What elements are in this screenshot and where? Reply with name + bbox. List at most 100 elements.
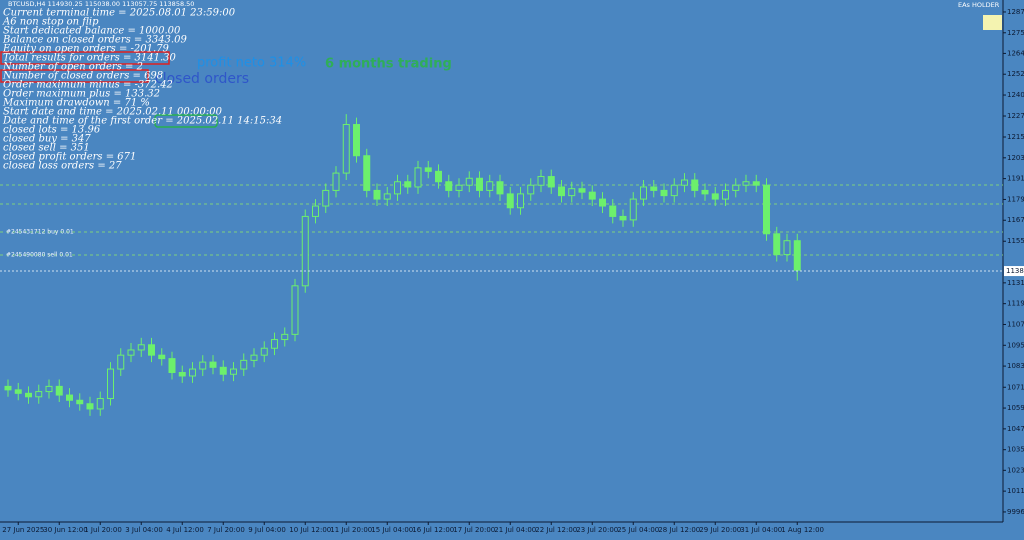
candle-body	[373, 189, 381, 200]
x-tick-label: 23 Jul 20:00	[576, 526, 618, 534]
ea-name: EAs HOLDER	[958, 1, 1000, 9]
candle-body	[435, 170, 442, 183]
candle-body	[291, 285, 299, 335]
candle-body	[322, 189, 330, 207]
candle-body	[681, 179, 688, 186]
candle-body	[455, 184, 463, 191]
candle-body	[230, 368, 237, 375]
candle-body	[517, 193, 524, 209]
candle-body	[281, 333, 289, 341]
candle-body	[763, 184, 770, 235]
candle-body	[35, 391, 43, 398]
candle-body	[199, 361, 207, 370]
y-tick-label: 10595	[1007, 404, 1024, 412]
x-tick-label: 27 Jun 2025	[2, 526, 44, 534]
y-tick-label: 12279	[1007, 112, 1024, 120]
candle-body	[722, 189, 729, 200]
candle-body	[25, 392, 32, 398]
candle-body	[363, 155, 371, 191]
highlight-box	[0, 51, 170, 65]
candle-body	[578, 188, 586, 193]
y-tick-label: 12158	[1007, 133, 1024, 141]
ea-icon	[983, 15, 1002, 30]
candle-body	[609, 205, 617, 217]
candle-body	[353, 124, 360, 157]
overlay: BTCUSD,H4 114930.25 115038.00 113057.75 …	[0, 0, 1002, 259]
candle-body	[537, 176, 545, 186]
info-line: Maximum drawdown = 71 %	[2, 98, 150, 109]
info-line: Number of open orders = 2	[2, 62, 143, 73]
candle-body	[96, 398, 104, 410]
info-line: A6 non stop on flip	[2, 17, 99, 28]
candle-body	[383, 193, 391, 200]
candle-body	[558, 186, 565, 197]
candle-body	[342, 124, 350, 174]
x-tick-label: 22 Jul 12:00	[535, 526, 577, 534]
order-label: #245490080 sell 0.01	[6, 252, 73, 259]
x-tick-label: 17 Jul 20:00	[453, 526, 495, 534]
current-price-label: 11385	[1006, 267, 1024, 275]
x-tick-label: 9 Jul 04:00	[248, 526, 286, 534]
candle-body	[148, 344, 155, 356]
candle-body	[496, 181, 504, 195]
info-line: closed buy = 347	[3, 134, 91, 145]
candle-body	[250, 354, 258, 361]
candle-body	[752, 181, 760, 186]
candle-body	[783, 240, 791, 256]
candle-body	[588, 191, 596, 200]
y-tick-label: 11918	[1007, 175, 1024, 183]
candle-body	[158, 354, 166, 360]
candle-body	[127, 349, 135, 356]
y-tick-label: 10355	[1007, 446, 1024, 454]
candle-body	[711, 193, 719, 200]
candle-body	[271, 339, 278, 349]
candle-body	[45, 385, 53, 393]
x-tick-label: 16 Jul 12:00	[412, 526, 454, 534]
info-line: Start date and time = 2025.02.11 00:00:0…	[3, 107, 223, 118]
info-line: Order maximum plus = 133.32	[3, 89, 160, 100]
x-tick-label: 21 Jul 04:00	[494, 526, 536, 534]
info-line: Order maximum minus = -372.42	[3, 80, 173, 91]
candle-body	[476, 177, 483, 191]
candle-body	[742, 181, 750, 186]
info-line: Balance on closed orders = 3343.09	[2, 35, 187, 46]
candle-body	[660, 189, 668, 197]
candle-body	[527, 184, 535, 195]
info-line: closed profit orders = 671	[3, 152, 136, 163]
y-tick-label: 12879	[1007, 8, 1024, 16]
candle-body	[424, 167, 432, 172]
candle-body	[301, 215, 309, 287]
candle-body	[332, 172, 340, 191]
candle-body	[732, 184, 740, 191]
candle-body	[640, 186, 647, 200]
candle-body	[312, 205, 319, 217]
current-price-box	[1004, 266, 1024, 277]
y-tick-label: 11557	[1007, 237, 1024, 245]
candle-body	[86, 403, 94, 410]
candle-body	[189, 368, 196, 377]
y-tick-label: 12640	[1007, 49, 1024, 57]
candle-body	[670, 184, 678, 197]
candle-body	[66, 394, 73, 401]
y-tick-label: 10116	[1007, 487, 1024, 495]
candle-body	[547, 176, 555, 188]
x-tick-label: 29 Jul 20:00	[699, 526, 741, 534]
candle-body	[260, 347, 268, 356]
info-line: Date and time of the first order = 2025.…	[2, 116, 282, 127]
candles	[4, 114, 801, 416]
candle-body	[465, 177, 473, 186]
candle-body	[486, 181, 494, 191]
info-line: Equity on open orders = -201.79	[2, 44, 170, 55]
x-tick-label: 1 Aug 12:00	[781, 526, 824, 534]
y-tick-label: 10957	[1007, 341, 1024, 349]
y-tick-label: 11317	[1007, 279, 1024, 287]
info-line: Current terminal time = 2025.08.01 23:59…	[3, 8, 236, 19]
info-line: Number of closed orders = 698	[2, 71, 163, 82]
y-tick-label: 11798	[1007, 195, 1024, 203]
candle-body	[599, 198, 606, 207]
y-tick-label: 10475	[1007, 425, 1024, 433]
highlight-box	[0, 69, 149, 83]
candle-body	[76, 399, 84, 405]
